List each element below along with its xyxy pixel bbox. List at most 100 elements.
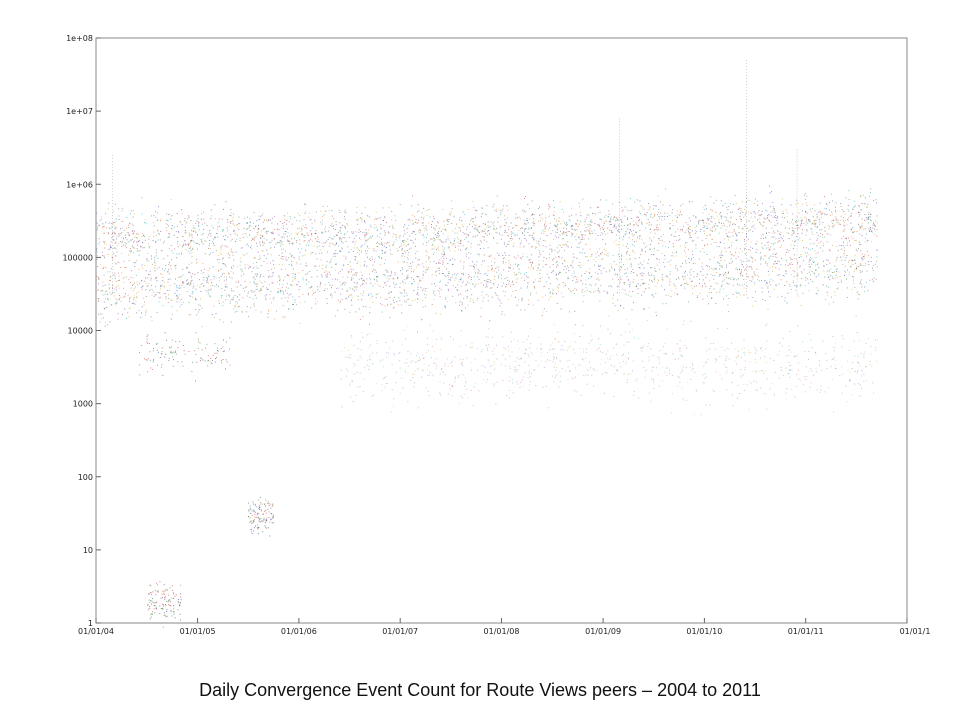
data-point	[597, 273, 599, 275]
data-point	[810, 279, 812, 281]
data-point	[598, 255, 600, 257]
data-point	[760, 257, 762, 259]
data-point	[701, 220, 703, 221]
data-point	[822, 236, 824, 238]
data-point	[360, 246, 362, 248]
data-point	[793, 232, 795, 234]
data-point	[480, 216, 482, 218]
data-point	[805, 221, 807, 223]
data-point	[304, 234, 306, 236]
data-point	[754, 259, 756, 261]
data-point	[840, 249, 842, 250]
data-point	[658, 216, 660, 217]
data-point	[741, 271, 743, 273]
data-point	[391, 291, 392, 293]
data-point	[252, 238, 254, 240]
data-point	[123, 282, 125, 283]
data-point	[716, 225, 718, 227]
data-point	[165, 219, 167, 221]
data-point	[780, 234, 781, 236]
data-point	[774, 261, 776, 263]
data-point	[241, 271, 243, 273]
data-point	[795, 222, 797, 224]
data-point	[212, 251, 214, 253]
data-point	[692, 254, 693, 256]
data-point	[800, 256, 802, 258]
data-point	[542, 230, 544, 232]
data-point	[798, 227, 800, 229]
data-point	[256, 262, 258, 263]
data-point	[512, 232, 514, 234]
data-point	[762, 258, 764, 260]
data-point	[292, 273, 294, 275]
data-point	[418, 259, 420, 260]
data-point	[108, 283, 110, 285]
data-point	[805, 252, 807, 254]
data-point	[689, 235, 691, 237]
data-point	[506, 277, 508, 278]
data-point	[417, 286, 419, 288]
data-point	[774, 263, 776, 265]
data-point	[731, 241, 733, 243]
data-point	[760, 256, 762, 258]
data-point	[222, 263, 224, 265]
data-point	[785, 270, 787, 271]
data-point	[473, 221, 474, 223]
data-point	[796, 216, 798, 218]
data-point	[806, 230, 808, 232]
data-point	[695, 247, 697, 249]
data-point	[401, 248, 403, 250]
data-point	[655, 285, 657, 287]
data-point	[528, 228, 530, 230]
data-point	[482, 236, 484, 237]
data-point	[867, 289, 869, 291]
data-point	[842, 229, 844, 231]
data-point	[360, 293, 362, 295]
data-point	[469, 223, 470, 225]
data-point	[359, 250, 361, 251]
data-point	[371, 256, 373, 258]
data-point	[338, 299, 339, 301]
data-point	[613, 294, 614, 296]
data-point	[797, 233, 799, 235]
data-point	[208, 247, 210, 249]
data-point	[469, 275, 470, 277]
data-point	[302, 255, 304, 257]
data-point	[663, 218, 665, 220]
data-point	[315, 211, 317, 213]
data-point	[311, 240, 313, 242]
data-point	[98, 277, 100, 279]
data-point	[345, 212, 347, 214]
data-point	[112, 239, 114, 241]
data-point	[635, 231, 637, 233]
data-point	[278, 228, 280, 230]
data-point	[431, 248, 433, 250]
data-point	[743, 260, 745, 262]
data-point	[266, 258, 267, 259]
data-point	[584, 252, 586, 254]
data-point	[422, 300, 424, 302]
data-point	[303, 219, 305, 221]
data-point	[846, 224, 848, 226]
data-point	[193, 230, 194, 232]
data-point	[683, 225, 685, 227]
data-point	[128, 307, 130, 309]
data-point	[655, 311, 657, 313]
data-point	[723, 224, 725, 226]
data-point	[264, 295, 266, 297]
data-point	[254, 226, 256, 228]
data-point	[393, 300, 394, 301]
data-point	[352, 232, 354, 234]
data-point	[279, 274, 281, 276]
data-point	[778, 260, 780, 262]
data-point	[225, 246, 227, 248]
data-point	[804, 193, 806, 195]
data-point	[854, 205, 856, 207]
data-point	[240, 275, 242, 277]
data-point	[131, 245, 133, 247]
data-point	[282, 225, 284, 227]
data-point	[98, 298, 100, 299]
data-point	[259, 276, 261, 278]
data-point	[735, 239, 737, 241]
data-point	[804, 198, 806, 200]
